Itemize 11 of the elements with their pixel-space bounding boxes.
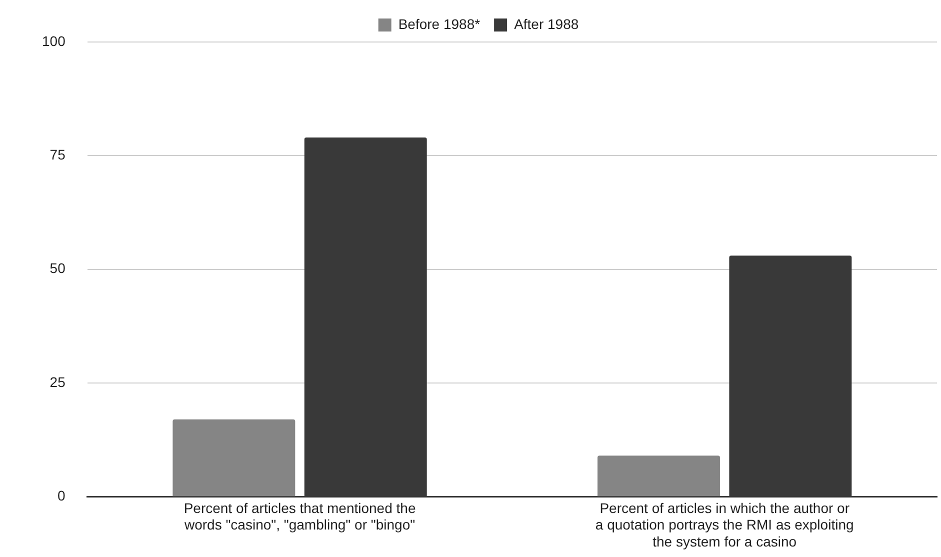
y-tick-label: 100 [42, 32, 66, 49]
y-tick-label: 75 [50, 146, 66, 163]
x-tick-label: Percent of articles that mentioned the words "casino", "gambling" or "bingo" [183, 500, 416, 533]
bar [172, 419, 296, 496]
legend-label: After 1988 [514, 16, 579, 32]
y-tick-label: 25 [50, 374, 66, 390]
y-tick-label: 0 [58, 487, 66, 504]
x-tick-label: Percent of articles in which the author or a quotation portrays the RMI as exploiting the system for a casino [595, 500, 854, 550]
y-tick-label: 50 [50, 260, 66, 276]
legend-label: Before 1988* [398, 16, 481, 32]
bar [598, 456, 720, 496]
